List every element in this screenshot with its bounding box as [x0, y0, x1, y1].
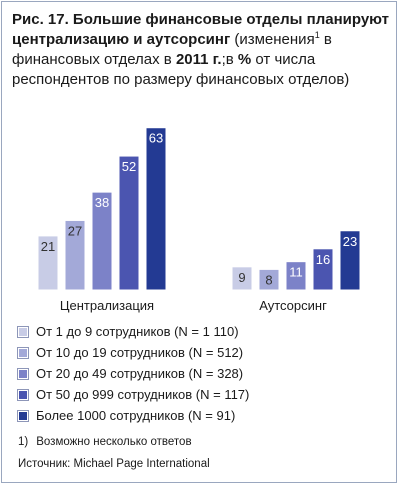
bar-2-3	[285, 261, 307, 291]
legend-item: От 10 до 19 сотрудников (N = 512)	[17, 342, 388, 363]
bar-value-label: 8	[265, 272, 272, 287]
title-year: 2011 г.	[175, 51, 222, 68]
legend-label: От 1 до 9 сотрудников (N = 1 110)	[36, 324, 239, 339]
bar-2-5	[339, 230, 361, 291]
source-line: Источник: Michael Page International	[18, 458, 210, 470]
legend: От 1 до 9 сотрудников (N = 1 110) От 10 д…	[17, 321, 388, 426]
bar-value-label: 9	[238, 270, 245, 285]
legend-swatch	[17, 325, 29, 338]
legend-item: От 1 до 9 сотрудников (N = 1 110)	[17, 321, 388, 342]
legend-item: Более 1000 сотрудников (N = 91)	[17, 405, 388, 426]
legend-item: От 20 до 49 сотрудников (N = 328)	[17, 363, 388, 384]
title-part-4: от числа респондентов по размеру финансо…	[12, 51, 350, 88]
legend-label: От 50 до 999 сотрудников (N = 117)	[36, 387, 250, 402]
bar-value-label: 21	[41, 239, 55, 254]
bar-1-2	[64, 219, 86, 291]
category-label: Централизация	[60, 298, 154, 313]
title-bold: Рис. 17. Большие финансовые отделы плани…	[12, 11, 389, 48]
footnote-text: Возможно несколько ответов	[36, 436, 192, 448]
bar-2-1	[231, 266, 253, 291]
bar-1-4	[118, 155, 140, 291]
legend-label: От 10 до 19 сотрудников (N = 512)	[36, 345, 244, 360]
legend-label: От 20 до 49 сотрудников (N = 328)	[36, 366, 244, 381]
legend-swatch	[17, 409, 29, 422]
footnote-number: 1)	[18, 436, 29, 448]
bar-2-4	[312, 248, 334, 291]
chart-title: Рис. 17. Большие финансовые отделы плани…	[12, 10, 392, 90]
legend-item: От 50 до 999 сотрудников (N = 117)	[17, 384, 388, 405]
bar-1-1	[37, 235, 59, 291]
bar-value-label: 27	[68, 223, 82, 238]
legend-swatch	[17, 367, 29, 380]
title-part-3: ;в	[221, 51, 238, 68]
bar-value-label: 11	[289, 265, 303, 280]
bar-value-label: 52	[122, 159, 136, 174]
bar-2-2	[258, 268, 280, 291]
title-footnote-mark: 1	[314, 30, 320, 40]
bar-1-5	[145, 127, 167, 291]
legend-swatch	[17, 388, 29, 401]
bar-value-label: 63	[149, 131, 163, 146]
footnote: 1) Возможно несколько ответов	[18, 434, 192, 450]
title-percent: %	[237, 51, 252, 68]
bar-chart: 21 27 38 52 63 Централизация 9 8 11 16 23 Аутсорсин…	[37, 127, 361, 313]
category-label: Аутсорсинг	[259, 298, 327, 313]
title-part-1: (изменения	[230, 31, 315, 48]
bar-value-label: 16	[316, 252, 330, 267]
legend-label: Более 1000 сотрудников (N = 91)	[36, 408, 236, 423]
legend-swatch	[17, 346, 29, 359]
bar-value-label: 23	[343, 234, 357, 249]
bar-value-label: 38	[95, 195, 109, 210]
title-part-2: в финансовых отделах в	[12, 31, 332, 68]
bar-1-3	[91, 191, 113, 291]
